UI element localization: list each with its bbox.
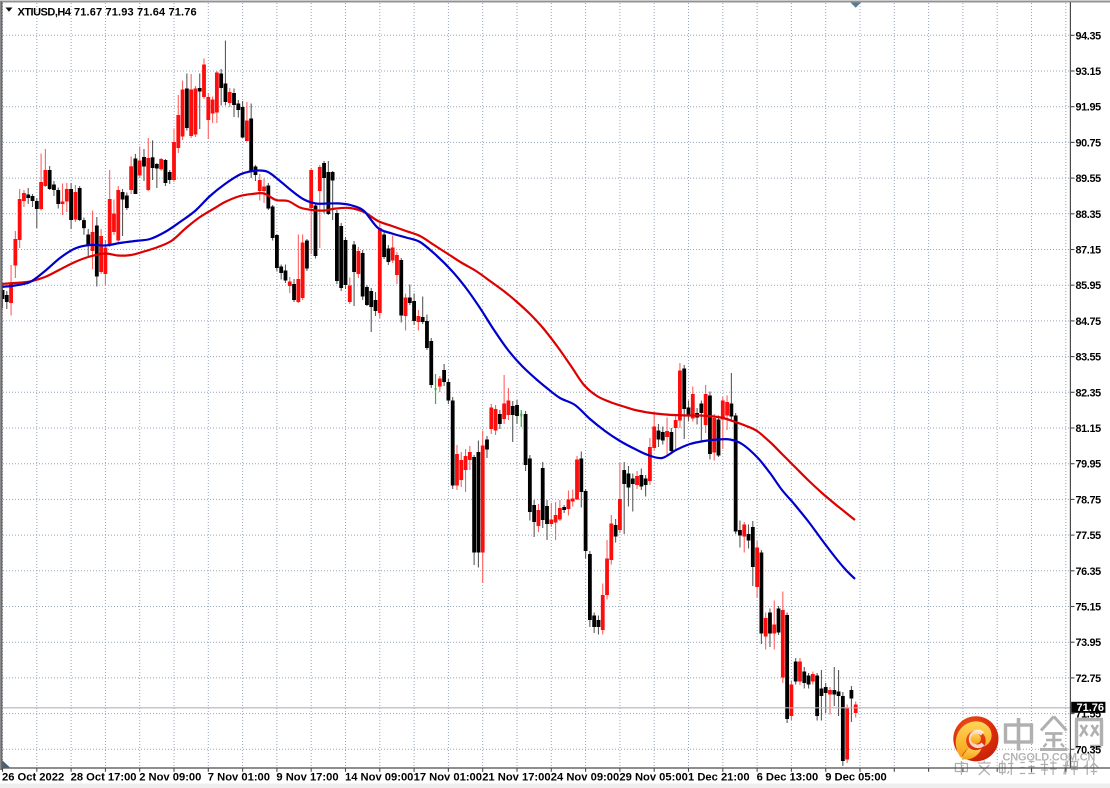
svg-text:24 Nov 09:00: 24 Nov 09:00 — [551, 772, 619, 784]
svg-text:76.35: 76.35 — [1076, 566, 1102, 578]
svg-text:17 Nov 01:00: 17 Nov 01:00 — [414, 772, 482, 784]
svg-text:1 Dec 21:00: 1 Dec 21:00 — [688, 772, 750, 784]
svg-text:83.55: 83.55 — [1076, 352, 1102, 364]
svg-text:87.15: 87.15 — [1076, 245, 1102, 257]
svg-text:84.75: 84.75 — [1076, 316, 1102, 328]
svg-text:78.75: 78.75 — [1076, 494, 1102, 506]
svg-text:26 Oct 2022: 26 Oct 2022 — [2, 772, 64, 784]
svg-text:75.15: 75.15 — [1076, 602, 1102, 614]
svg-text:90.75: 90.75 — [1076, 137, 1102, 149]
svg-text:81.15: 81.15 — [1076, 423, 1102, 435]
svg-text:91.95: 91.95 — [1076, 102, 1102, 114]
svg-text:85.95: 85.95 — [1076, 280, 1102, 292]
svg-text:2 Nov 09:00: 2 Nov 09:00 — [139, 772, 201, 784]
svg-text:XTIUSD,H4: XTIUSD,H4 — [18, 6, 72, 18]
svg-text:14 Nov 09:00: 14 Nov 09:00 — [345, 772, 413, 784]
svg-text:CNGOLD.COM.CN: CNGOLD.COM.CN — [1003, 751, 1096, 763]
svg-text:9 Dec 05:00: 9 Dec 05:00 — [825, 772, 887, 784]
svg-text:93.15: 93.15 — [1076, 66, 1102, 78]
svg-text:71.67 71.93 71.64 71.76: 71.67 71.93 71.64 71.76 — [74, 6, 197, 18]
svg-text:72.75: 72.75 — [1076, 673, 1102, 685]
svg-text:70.35: 70.35 — [1076, 744, 1102, 756]
svg-text:71.76: 71.76 — [1077, 702, 1105, 714]
svg-text:73.95: 73.95 — [1076, 637, 1102, 649]
svg-text:82.35: 82.35 — [1076, 387, 1102, 399]
svg-text:28 Oct 17:00: 28 Oct 17:00 — [71, 772, 137, 784]
svg-text:88.35: 88.35 — [1076, 209, 1102, 221]
svg-text:77.55: 77.55 — [1076, 530, 1102, 542]
svg-text:89.55: 89.55 — [1076, 173, 1102, 185]
svg-text:6 Dec 13:00: 6 Dec 13:00 — [757, 772, 819, 784]
svg-text:29 Nov 05:00: 29 Nov 05:00 — [619, 772, 687, 784]
svg-text:94.35: 94.35 — [1076, 30, 1102, 42]
svg-text:79.95: 79.95 — [1076, 459, 1102, 471]
svg-text:21 Nov 17:00: 21 Nov 17:00 — [482, 772, 550, 784]
svg-text:7 Nov 01:00: 7 Nov 01:00 — [208, 772, 270, 784]
svg-text:9 Nov 17:00: 9 Nov 17:00 — [276, 772, 338, 784]
